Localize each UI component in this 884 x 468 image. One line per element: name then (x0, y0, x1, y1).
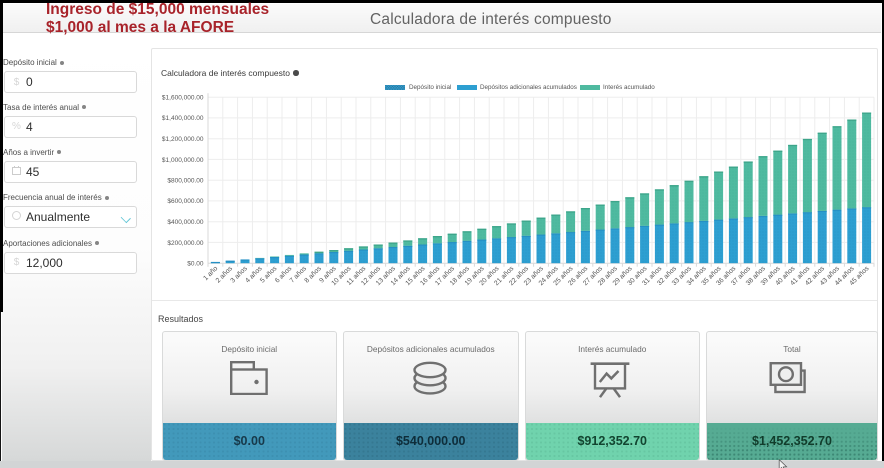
svg-text:$1,200,000.00: $1,200,000.00 (162, 136, 204, 143)
svg-text:$400,000.00: $400,000.00 (167, 219, 204, 226)
svg-text:$1,600,000.00: $1,600,000.00 (162, 95, 204, 102)
svg-text:$800,000.00: $800,000.00 (167, 178, 204, 185)
svg-text:$1,000,000.00: $1,000,000.00 (162, 157, 204, 164)
svg-text:$1,400,000.00: $1,400,000.00 (162, 115, 204, 122)
svg-text:$200,000.00: $200,000.00 (167, 240, 204, 247)
svg-text:$600,000.00: $600,000.00 (167, 198, 204, 205)
svg-text:$0.00: $0.00 (187, 261, 204, 268)
